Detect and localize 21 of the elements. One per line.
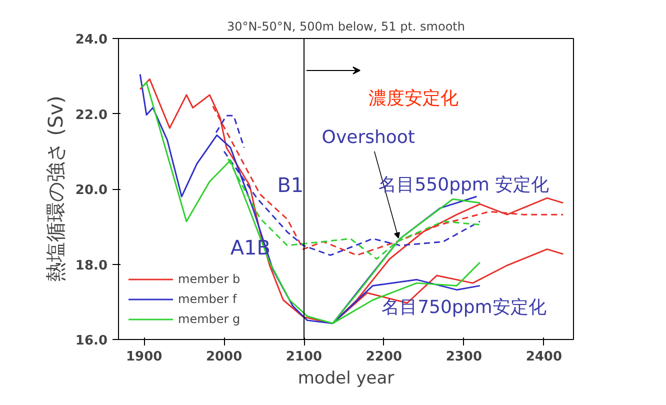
annotation: 名目750ppm安定化 [382,297,546,318]
legend-label: member g [178,312,240,326]
y-tick-label: 20.0 [75,183,108,198]
x-tick-label: 2100 [286,350,322,364]
y-tick-label: 22.0 [75,108,108,123]
annotation: Overshoot [322,126,415,148]
legend-label: member f [178,292,237,306]
y-tick-label: 24.0 [75,32,108,48]
annotation: B1 [277,173,304,198]
y-tick-label: 18.0 [75,258,108,274]
chart-title: 30°N-50°N, 500m below, 51 pt. smooth [227,20,465,34]
y-axis-title: 熱塩循環の強さ (Sv) [43,96,68,282]
x-tick-label: 2400 [526,350,562,364]
x-tick-label: 2000 [206,350,242,364]
y-tick-label: 16.0 [75,334,108,348]
annotation: 濃度安定化 [368,88,459,110]
legend-label: member b [178,272,240,286]
x-tick-label: 1900 [126,350,162,364]
x-tick-label: 2300 [446,350,482,364]
x-tick-label: 2200 [366,350,402,364]
x-axis-title: model year [298,368,394,388]
